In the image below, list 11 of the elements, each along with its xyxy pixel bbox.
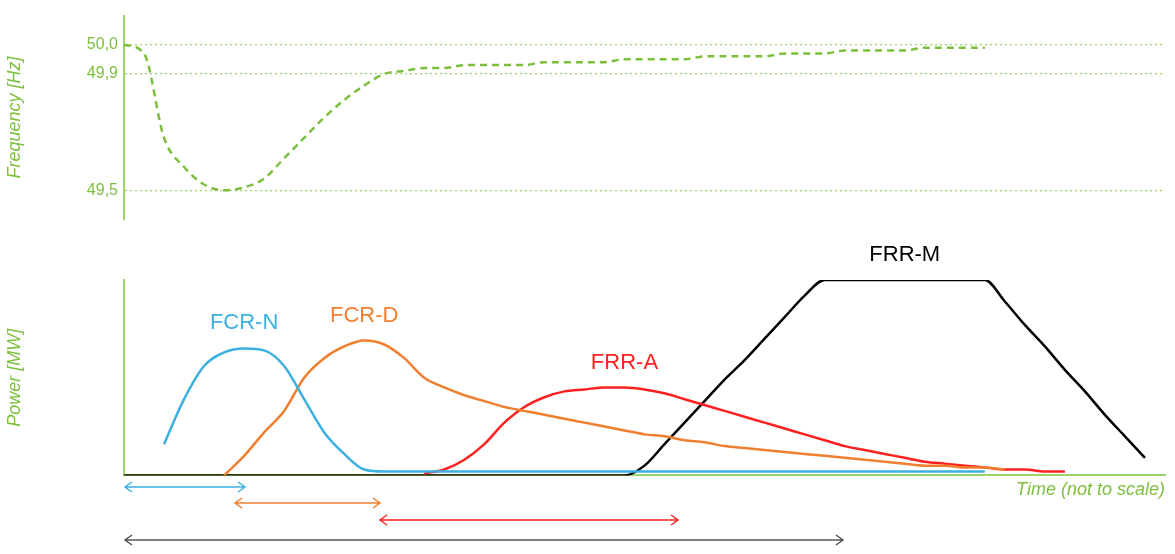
line-series bbox=[122, 43, 987, 192]
y-axis-title: Frequency [Hz] bbox=[3, 55, 24, 179]
series-label: FRR-A bbox=[590, 348, 659, 374]
y-tick-label: 49,5 bbox=[86, 180, 119, 198]
y-axis-title: Power [MW] bbox=[3, 327, 24, 427]
series-label: FCR-N bbox=[209, 309, 279, 335]
series-label: FRR-M bbox=[869, 241, 941, 267]
y-tick-label: 50,0 bbox=[86, 35, 119, 53]
x-axis-title: Time (not to scale) bbox=[1016, 479, 1165, 500]
series-label: FCR-D bbox=[330, 301, 399, 327]
y-tick-label: 49,9 bbox=[86, 64, 119, 82]
